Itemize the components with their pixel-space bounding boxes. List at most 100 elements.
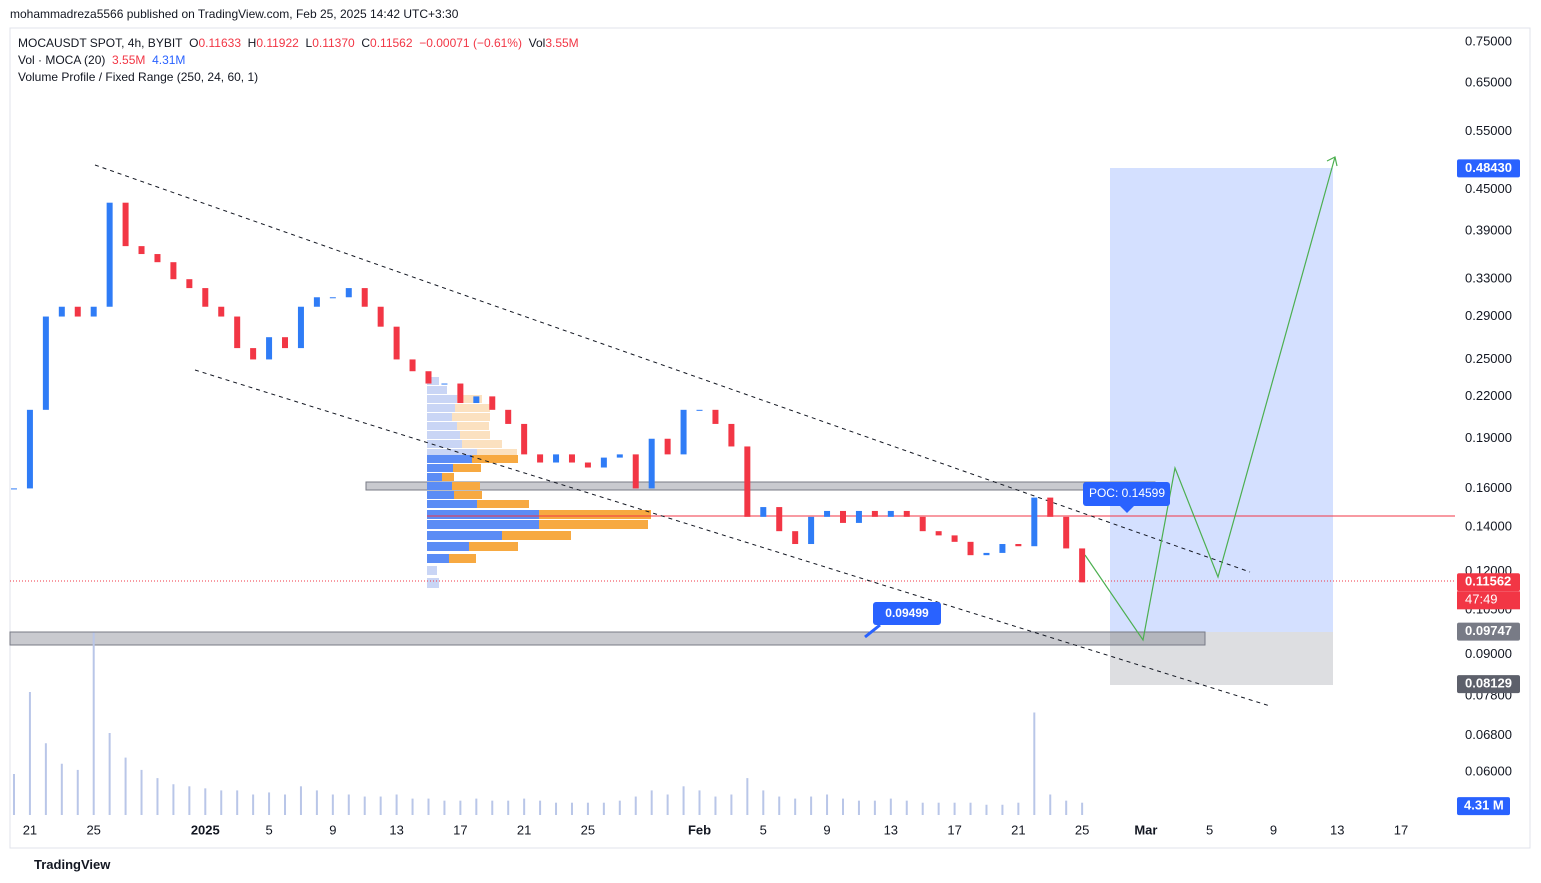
key: Vol [528,36,546,50]
candle [218,306,225,317]
volume-bar [921,802,924,815]
profile-row [427,578,439,588]
profile-row [427,554,449,563]
key: C [361,36,371,50]
candle [313,297,320,307]
candle [648,438,655,489]
legend: MOCAUSDT SPOT, 4h, BYBIT O0.11633 H0.119… [18,35,579,86]
volume-bar [60,763,63,815]
volume-bar [44,743,47,815]
y-tick-label: 0.33000 [1465,271,1512,286]
candle [489,396,496,410]
candle [266,337,273,360]
profile-row [427,395,457,403]
profile-row [469,542,518,551]
projection-arrow [1326,156,1338,167]
candle [680,409,687,455]
price-label-box [873,602,941,625]
value: 0.11370 [312,36,355,50]
profile-row [472,455,518,463]
volume-bar [379,796,382,815]
volume-bar [156,778,159,815]
volume-bar [427,798,430,815]
volume-bar [810,796,813,815]
candle [473,396,480,404]
profile-row [452,413,490,421]
profile-row [460,431,490,439]
volume-bar [873,800,876,815]
poc-label-pointer [1120,506,1134,513]
symbol: MOCAUSDT SPOT, 4h, BYBIT [18,36,183,50]
volume-bar [570,802,573,815]
volume-bar [841,798,844,815]
candle [983,552,990,556]
volume-bar [491,800,494,815]
price-label-pointer [864,623,881,639]
candle [26,409,33,489]
volume-bar [459,800,462,815]
candle [776,507,783,532]
volume-bar [268,792,271,815]
y-tick-label: 0.06000 [1465,763,1512,778]
volume-bar [92,632,95,815]
volume-bar [650,790,653,815]
profile-row [454,491,482,499]
legend-volume: Vol · MOCA (20) 3.55M 4.31M [18,52,579,69]
volume-bar [985,804,988,815]
y-tick-label: 0.14000 [1465,518,1512,533]
candle [919,516,926,532]
volume-bar [443,800,446,815]
volume-bar [299,786,302,815]
volume-bar [682,786,685,815]
volume-bar [539,800,542,815]
x-tick-label: Feb [688,822,711,837]
x-tick-label: 25 [1075,822,1089,837]
candle [393,326,400,360]
volume-bar [778,796,781,815]
candle [600,457,607,468]
volume-bar [586,802,589,815]
x-tick-label: 9 [1270,822,1277,837]
volume-bar [746,778,749,815]
volume-bar [331,794,334,815]
ohlc: O0.11633 H0.11922 L0.11370 C0.11562 −0.0… [189,36,579,50]
y-tick-label: 0.45000 [1465,181,1512,196]
price-tag-box [1457,675,1520,694]
profile-row [477,449,517,457]
volume-bar [666,794,669,815]
volume-bar [236,790,239,815]
candle [234,316,241,349]
volume-bar [28,692,31,815]
candle [903,510,910,517]
profile-row [427,566,437,575]
candle [728,423,735,447]
volume-bar [618,800,621,815]
candle [361,288,368,307]
y-tick-label: 0.65000 [1465,75,1512,90]
volume-profile [427,377,651,588]
profile-row [427,386,447,394]
profile-row [457,395,482,403]
volume-bar [76,769,79,815]
profile-row [427,449,477,457]
profile-row [427,422,457,430]
value: 0.11922 [256,36,299,50]
profile-row [502,531,571,540]
candle [250,348,257,360]
x-tick-label: 17 [453,822,467,837]
drawings [9,156,1455,707]
volume-bar [826,794,829,815]
profile-row [539,520,648,529]
profile-row [427,464,453,472]
candle [1015,544,1022,547]
volume-bar [1065,800,1068,815]
resistance-zone [365,481,1156,491]
volume-bar [953,802,956,815]
x-tick-label: 21 [23,822,37,837]
volume-bar [475,798,478,815]
volume-bar [315,790,318,815]
candle [1079,548,1086,583]
candle [792,531,799,545]
volume-bar [363,796,366,815]
